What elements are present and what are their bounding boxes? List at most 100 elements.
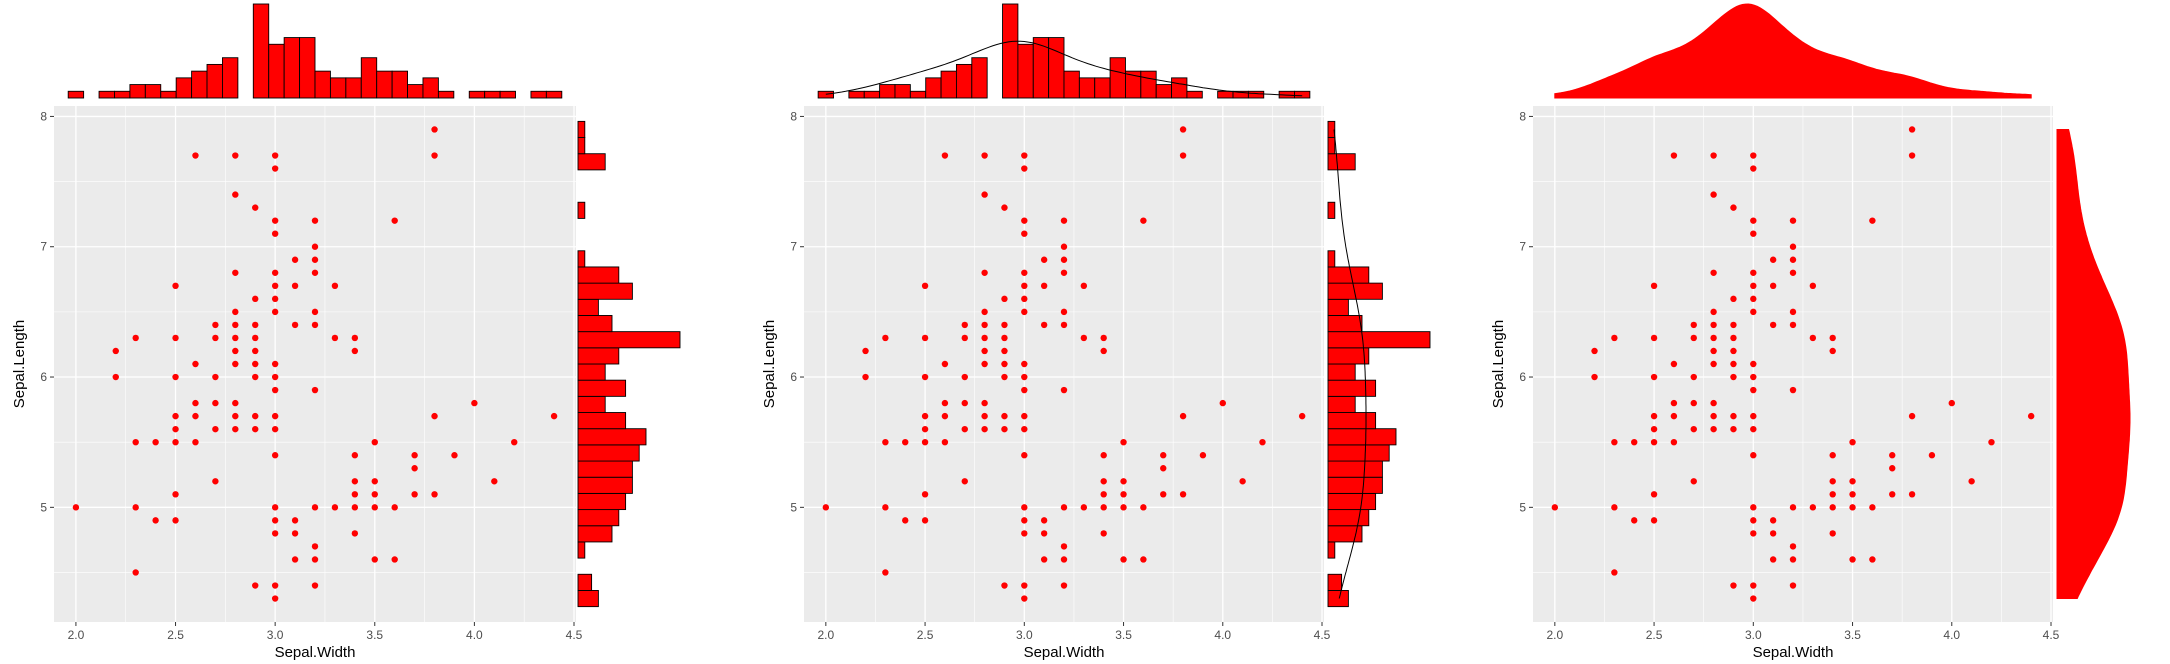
marginal-y-bar xyxy=(577,509,620,527)
data-point xyxy=(1710,308,1717,316)
data-point xyxy=(1750,282,1757,290)
data-point xyxy=(1021,152,1028,159)
marginal-x-bar xyxy=(144,84,162,99)
marginal-y-bar xyxy=(1327,379,1377,397)
data-point xyxy=(271,595,279,602)
data-point xyxy=(1789,321,1797,329)
data-point xyxy=(1789,308,1797,316)
data-point xyxy=(391,556,398,563)
data-point xyxy=(921,412,929,420)
data-point xyxy=(1670,438,1678,446)
data-point xyxy=(1750,373,1757,381)
data-point xyxy=(1001,412,1008,420)
data-point xyxy=(371,556,378,563)
data-point xyxy=(1710,334,1717,342)
data-point xyxy=(1968,478,1975,485)
x-axis-title: Sepal.Width xyxy=(1753,644,1834,661)
data-point xyxy=(172,425,179,433)
data-point xyxy=(981,191,988,198)
data-point xyxy=(1750,230,1757,237)
marginal-x-bar xyxy=(345,77,362,99)
data-point xyxy=(1869,556,1876,563)
data-point xyxy=(331,282,339,290)
marginal-x-bar xyxy=(222,57,239,99)
data-point xyxy=(1829,491,1836,498)
data-point xyxy=(981,360,988,368)
marginal-x-bar xyxy=(1217,90,1234,99)
data-point xyxy=(1120,504,1127,511)
x-tick-label: 2.0 xyxy=(68,628,85,642)
marginal-y-bar xyxy=(1327,153,1356,171)
x-tick-label: 2.5 xyxy=(917,628,934,642)
data-point xyxy=(252,373,259,381)
marginal-y-bar xyxy=(577,395,606,413)
marginal-y-bar xyxy=(577,331,681,349)
data-point xyxy=(1040,517,1048,524)
data-point xyxy=(72,504,80,511)
data-point xyxy=(311,556,319,563)
data-point xyxy=(1789,386,1797,394)
data-point xyxy=(902,438,909,446)
data-point xyxy=(271,165,279,172)
x-tick-label: 3.0 xyxy=(267,628,284,642)
data-point xyxy=(1060,308,1068,316)
data-point xyxy=(1060,556,1068,563)
data-point xyxy=(1021,217,1028,224)
data-point xyxy=(431,412,438,420)
data-point xyxy=(862,347,869,355)
data-point xyxy=(1710,412,1717,420)
data-point xyxy=(252,334,259,342)
data-point xyxy=(1140,217,1147,224)
data-point xyxy=(1140,556,1147,563)
data-point xyxy=(431,126,438,133)
data-point xyxy=(232,269,239,276)
marginal-y-bar xyxy=(1327,509,1370,527)
data-point xyxy=(1849,504,1856,511)
data-point xyxy=(1889,491,1896,498)
data-point xyxy=(882,334,889,342)
data-point xyxy=(311,582,319,589)
data-point xyxy=(1730,425,1737,433)
data-point xyxy=(371,504,378,511)
data-point xyxy=(1829,530,1836,537)
data-point xyxy=(1710,399,1717,407)
marginal-x-bar xyxy=(817,90,834,99)
x-tick-label: 3.0 xyxy=(1016,628,1033,642)
marginal-x-bar xyxy=(268,43,285,99)
data-point xyxy=(1730,321,1737,329)
data-point xyxy=(1789,256,1797,263)
marginal-x-bar xyxy=(191,70,208,99)
marginal-y-bar xyxy=(1327,363,1356,381)
marginal-x-bar xyxy=(1294,90,1311,99)
data-point xyxy=(112,373,119,381)
data-point xyxy=(1120,438,1127,446)
marginal-x-bar xyxy=(468,90,486,99)
data-point xyxy=(1021,530,1028,537)
data-point xyxy=(411,491,418,498)
plot-panel xyxy=(1533,106,2053,622)
data-point xyxy=(271,282,279,290)
data-point xyxy=(291,530,299,537)
data-point xyxy=(1750,504,1757,511)
data-point xyxy=(311,321,319,329)
joint-plot-histogram-density: 2.0 2.5 3.0 3.5 4.0 4.5 5 6 7 8 Sepal.Width Sepal.L… xyxy=(761,3,1431,661)
marginal-y-bar xyxy=(1327,541,1336,559)
y-tick-label: 6 xyxy=(790,370,797,384)
marginal-x-bar xyxy=(484,90,501,99)
data-point xyxy=(1809,504,1817,511)
marginal-y-bar xyxy=(577,298,599,316)
data-point xyxy=(1100,478,1107,485)
data-point xyxy=(1001,360,1008,368)
data-point xyxy=(1060,582,1068,589)
data-point xyxy=(172,373,179,381)
data-point xyxy=(311,269,319,276)
marginal-x-bar xyxy=(1048,37,1065,99)
data-point xyxy=(232,360,239,368)
marginal-y-bar xyxy=(1327,347,1370,365)
x-tick-label: 2.5 xyxy=(1646,628,1663,642)
data-point xyxy=(1889,452,1896,459)
data-point xyxy=(152,517,159,524)
marginal-y-bar xyxy=(577,525,613,543)
data-point xyxy=(1060,504,1068,511)
